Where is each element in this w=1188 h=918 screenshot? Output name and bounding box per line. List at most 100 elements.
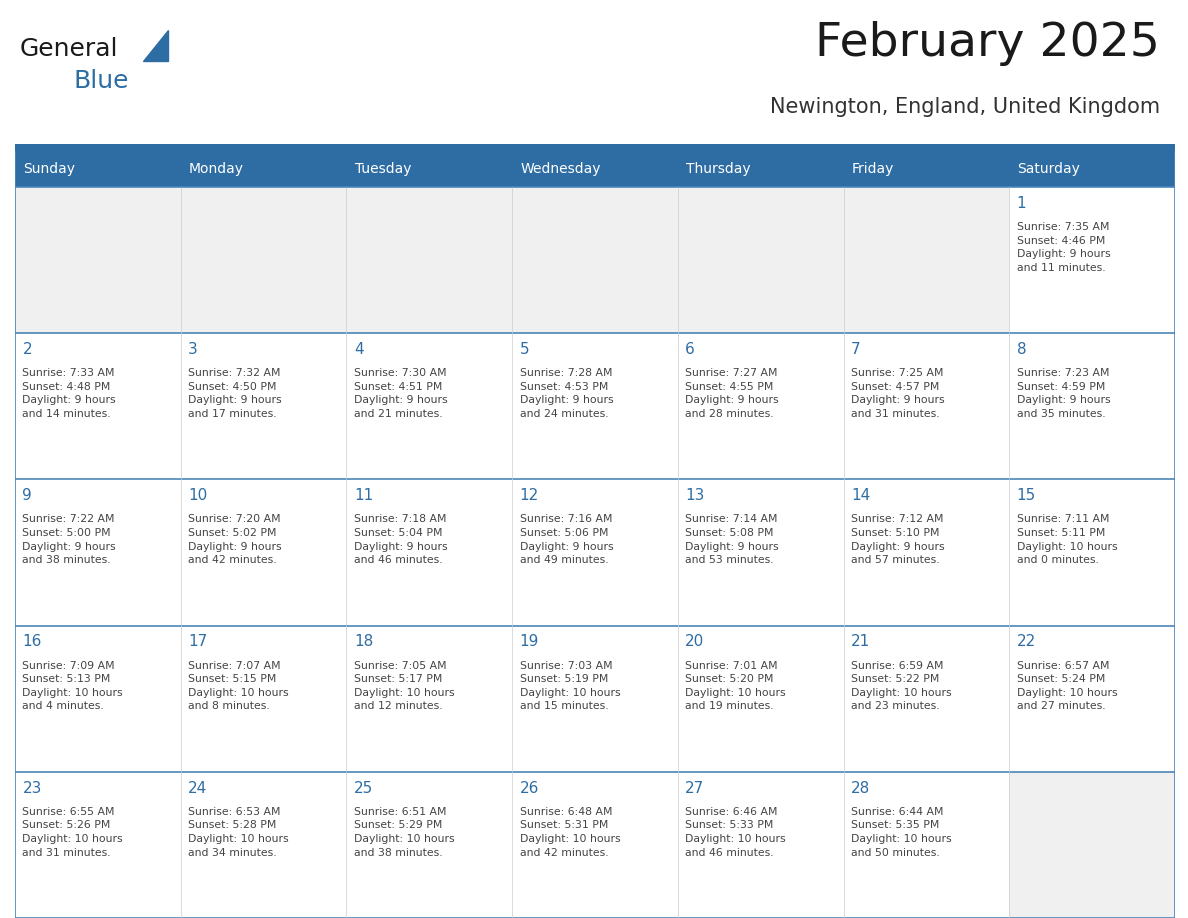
Text: 20: 20: [685, 634, 704, 649]
Bar: [181, 625, 347, 772]
Text: Sunrise: 7:27 AM
Sunset: 4:55 PM
Daylight: 9 hours
and 28 minutes.: Sunrise: 7:27 AM Sunset: 4:55 PM Dayligh…: [685, 368, 779, 420]
Bar: [843, 479, 1010, 625]
Text: Newington, England, United Kingdom: Newington, England, United Kingdom: [770, 97, 1159, 118]
Text: Sunday: Sunday: [24, 162, 75, 175]
Text: 18: 18: [354, 634, 373, 649]
Text: 16: 16: [23, 634, 42, 649]
Text: Sunrise: 6:46 AM
Sunset: 5:33 PM
Daylight: 10 hours
and 46 minutes.: Sunrise: 6:46 AM Sunset: 5:33 PM Dayligh…: [685, 807, 786, 857]
Text: Sunrise: 7:23 AM
Sunset: 4:59 PM
Daylight: 9 hours
and 35 minutes.: Sunrise: 7:23 AM Sunset: 4:59 PM Dayligh…: [1017, 368, 1111, 420]
Bar: [181, 333, 347, 479]
Bar: [678, 333, 843, 479]
Text: Sunrise: 6:57 AM
Sunset: 5:24 PM
Daylight: 10 hours
and 27 minutes.: Sunrise: 6:57 AM Sunset: 5:24 PM Dayligh…: [1017, 661, 1118, 711]
Bar: [1010, 479, 1175, 625]
Text: 7: 7: [851, 342, 860, 357]
Text: Sunrise: 7:14 AM
Sunset: 5:08 PM
Daylight: 9 hours
and 53 minutes.: Sunrise: 7:14 AM Sunset: 5:08 PM Dayligh…: [685, 514, 779, 565]
Bar: [678, 187, 843, 333]
Bar: [347, 772, 512, 918]
Text: Tuesday: Tuesday: [355, 162, 411, 175]
Bar: [843, 625, 1010, 772]
Text: Sunrise: 7:20 AM
Sunset: 5:02 PM
Daylight: 9 hours
and 42 minutes.: Sunrise: 7:20 AM Sunset: 5:02 PM Dayligh…: [188, 514, 282, 565]
Text: Blue: Blue: [74, 69, 129, 93]
Text: Sunrise: 7:18 AM
Sunset: 5:04 PM
Daylight: 9 hours
and 46 minutes.: Sunrise: 7:18 AM Sunset: 5:04 PM Dayligh…: [354, 514, 448, 565]
Text: General: General: [19, 38, 118, 62]
Bar: [512, 187, 678, 333]
Text: 13: 13: [685, 488, 704, 503]
Text: Sunrise: 6:51 AM
Sunset: 5:29 PM
Daylight: 10 hours
and 38 minutes.: Sunrise: 6:51 AM Sunset: 5:29 PM Dayligh…: [354, 807, 455, 857]
Bar: [15, 150, 181, 187]
Text: 9: 9: [23, 488, 32, 503]
Bar: [512, 772, 678, 918]
Text: Sunrise: 7:12 AM
Sunset: 5:10 PM
Daylight: 9 hours
and 57 minutes.: Sunrise: 7:12 AM Sunset: 5:10 PM Dayligh…: [851, 514, 944, 565]
Bar: [1010, 625, 1175, 772]
Text: Sunrise: 7:03 AM
Sunset: 5:19 PM
Daylight: 10 hours
and 15 minutes.: Sunrise: 7:03 AM Sunset: 5:19 PM Dayligh…: [519, 661, 620, 711]
Text: 14: 14: [851, 488, 871, 503]
Bar: [15, 772, 181, 918]
Text: Sunrise: 7:07 AM
Sunset: 5:15 PM
Daylight: 10 hours
and 8 minutes.: Sunrise: 7:07 AM Sunset: 5:15 PM Dayligh…: [188, 661, 289, 711]
Text: Sunrise: 6:53 AM
Sunset: 5:28 PM
Daylight: 10 hours
and 34 minutes.: Sunrise: 6:53 AM Sunset: 5:28 PM Dayligh…: [188, 807, 289, 857]
Bar: [843, 150, 1010, 187]
Text: Sunrise: 7:05 AM
Sunset: 5:17 PM
Daylight: 10 hours
and 12 minutes.: Sunrise: 7:05 AM Sunset: 5:17 PM Dayligh…: [354, 661, 455, 711]
Bar: [1010, 150, 1175, 187]
Text: 21: 21: [851, 634, 871, 649]
Text: 4: 4: [354, 342, 364, 357]
Text: Saturday: Saturday: [1018, 162, 1080, 175]
Bar: [181, 772, 347, 918]
Text: Sunrise: 6:44 AM
Sunset: 5:35 PM
Daylight: 10 hours
and 50 minutes.: Sunrise: 6:44 AM Sunset: 5:35 PM Dayligh…: [851, 807, 952, 857]
Text: Monday: Monday: [189, 162, 244, 175]
Bar: [181, 187, 347, 333]
Text: 5: 5: [519, 342, 529, 357]
Bar: [512, 150, 678, 187]
Bar: [843, 333, 1010, 479]
Bar: [678, 625, 843, 772]
Bar: [512, 479, 678, 625]
Text: Sunrise: 6:59 AM
Sunset: 5:22 PM
Daylight: 10 hours
and 23 minutes.: Sunrise: 6:59 AM Sunset: 5:22 PM Dayligh…: [851, 661, 952, 711]
Bar: [15, 333, 181, 479]
Text: Wednesday: Wednesday: [520, 162, 601, 175]
Text: 1: 1: [1017, 196, 1026, 211]
Polygon shape: [143, 30, 169, 62]
Text: 24: 24: [188, 780, 208, 796]
Bar: [347, 187, 512, 333]
Text: 17: 17: [188, 634, 208, 649]
Text: Sunrise: 7:11 AM
Sunset: 5:11 PM
Daylight: 10 hours
and 0 minutes.: Sunrise: 7:11 AM Sunset: 5:11 PM Dayligh…: [1017, 514, 1118, 565]
Text: 25: 25: [354, 780, 373, 796]
Text: Thursday: Thursday: [687, 162, 751, 175]
Bar: [347, 150, 512, 187]
Text: Sunrise: 7:30 AM
Sunset: 4:51 PM
Daylight: 9 hours
and 21 minutes.: Sunrise: 7:30 AM Sunset: 4:51 PM Dayligh…: [354, 368, 448, 420]
Text: 6: 6: [685, 342, 695, 357]
Text: 2: 2: [23, 342, 32, 357]
Bar: [512, 625, 678, 772]
Bar: [347, 333, 512, 479]
Bar: [1010, 772, 1175, 918]
Text: 22: 22: [1017, 634, 1036, 649]
Bar: [347, 625, 512, 772]
Text: 8: 8: [1017, 342, 1026, 357]
Text: 27: 27: [685, 780, 704, 796]
Text: Sunrise: 6:48 AM
Sunset: 5:31 PM
Daylight: 10 hours
and 42 minutes.: Sunrise: 6:48 AM Sunset: 5:31 PM Dayligh…: [519, 807, 620, 857]
Bar: [15, 479, 181, 625]
Text: 10: 10: [188, 488, 208, 503]
Bar: [1010, 333, 1175, 479]
Text: 28: 28: [851, 780, 871, 796]
Bar: [512, 333, 678, 479]
Text: Sunrise: 7:01 AM
Sunset: 5:20 PM
Daylight: 10 hours
and 19 minutes.: Sunrise: 7:01 AM Sunset: 5:20 PM Dayligh…: [685, 661, 786, 711]
Bar: [15, 625, 181, 772]
Text: Sunrise: 6:55 AM
Sunset: 5:26 PM
Daylight: 10 hours
and 31 minutes.: Sunrise: 6:55 AM Sunset: 5:26 PM Dayligh…: [23, 807, 124, 857]
Bar: [678, 772, 843, 918]
Bar: [678, 479, 843, 625]
Bar: [15, 187, 181, 333]
Text: 11: 11: [354, 488, 373, 503]
Text: Sunrise: 7:09 AM
Sunset: 5:13 PM
Daylight: 10 hours
and 4 minutes.: Sunrise: 7:09 AM Sunset: 5:13 PM Dayligh…: [23, 661, 124, 711]
Bar: [181, 479, 347, 625]
Text: Sunrise: 7:16 AM
Sunset: 5:06 PM
Daylight: 9 hours
and 49 minutes.: Sunrise: 7:16 AM Sunset: 5:06 PM Dayligh…: [519, 514, 613, 565]
Text: 19: 19: [519, 634, 539, 649]
Bar: [347, 479, 512, 625]
Bar: [843, 187, 1010, 333]
Text: 15: 15: [1017, 488, 1036, 503]
Text: 12: 12: [519, 488, 539, 503]
Text: Sunrise: 7:32 AM
Sunset: 4:50 PM
Daylight: 9 hours
and 17 minutes.: Sunrise: 7:32 AM Sunset: 4:50 PM Dayligh…: [188, 368, 282, 420]
Bar: [1010, 187, 1175, 333]
Text: Sunrise: 7:22 AM
Sunset: 5:00 PM
Daylight: 9 hours
and 38 minutes.: Sunrise: 7:22 AM Sunset: 5:00 PM Dayligh…: [23, 514, 116, 565]
Text: Sunrise: 7:35 AM
Sunset: 4:46 PM
Daylight: 9 hours
and 11 minutes.: Sunrise: 7:35 AM Sunset: 4:46 PM Dayligh…: [1017, 222, 1111, 273]
Text: 23: 23: [23, 780, 42, 796]
